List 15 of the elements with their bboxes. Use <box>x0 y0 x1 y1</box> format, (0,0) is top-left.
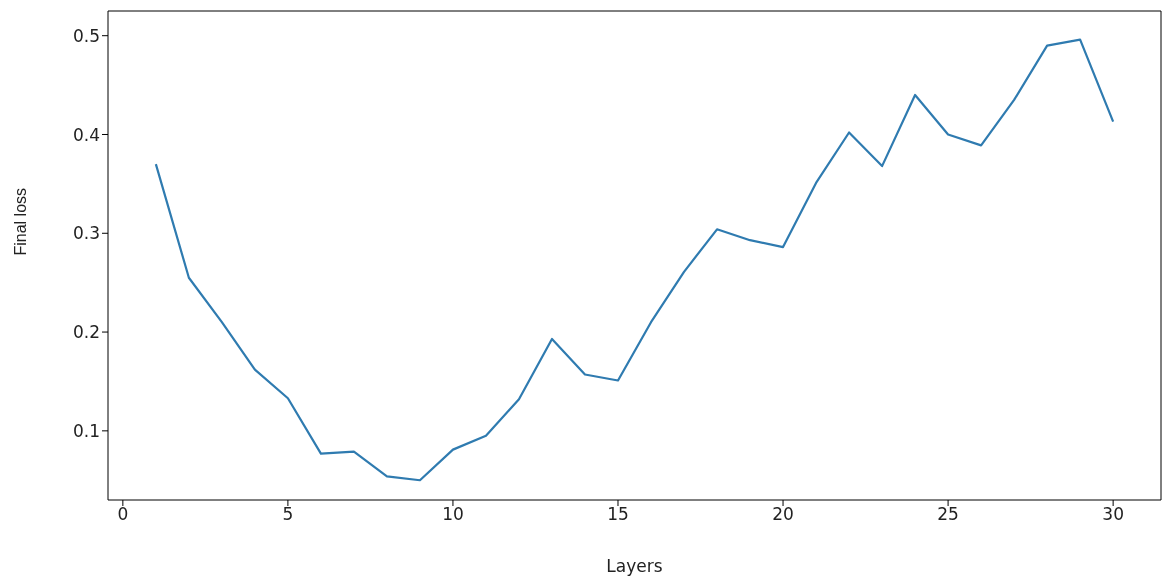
x-tick-label: 25 <box>937 504 959 525</box>
y-tick-label: 0.2 <box>72 322 100 343</box>
y-tick-label: 0.3 <box>72 223 100 244</box>
y-tick-label: 0.5 <box>72 25 100 46</box>
x-tick-label: 5 <box>282 504 294 525</box>
x-tick-label: 10 <box>442 504 464 525</box>
y-axis-title: Final loss <box>11 187 29 256</box>
line-series <box>154 38 1115 482</box>
x-tick-label: 30 <box>1102 504 1124 525</box>
x-tick-label: 0 <box>117 504 129 525</box>
y-tick-label: 0.4 <box>72 124 100 145</box>
x-tick-label: 15 <box>607 504 629 525</box>
y-tick-label: 0.1 <box>72 420 100 441</box>
x-axis-title: Layers <box>606 556 663 576</box>
x-tick-label: 20 <box>772 504 794 525</box>
